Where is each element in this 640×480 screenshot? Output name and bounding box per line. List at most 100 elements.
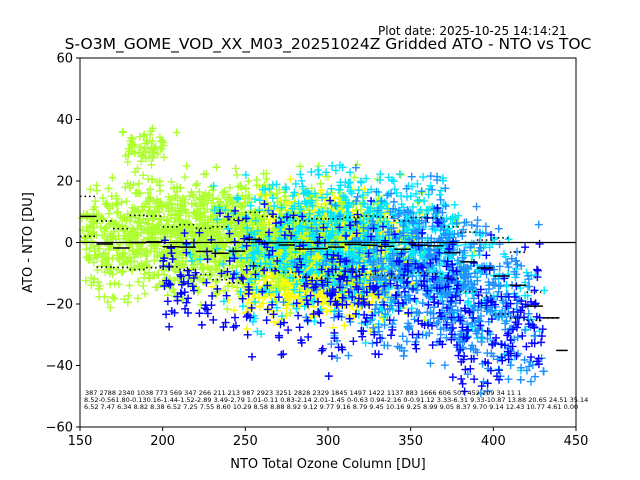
scatter-point <box>203 229 212 238</box>
scatter-point <box>131 189 140 198</box>
scatter-point <box>323 172 332 181</box>
scatter-point <box>103 298 112 307</box>
scatter-point <box>316 179 325 188</box>
scatter-point <box>317 203 326 212</box>
scatter-point <box>294 311 303 320</box>
scatter-point <box>122 197 131 206</box>
scatter-point <box>143 189 152 198</box>
scatter-point <box>534 220 543 229</box>
scatter-point <box>265 220 274 229</box>
scatter-point <box>357 319 366 328</box>
scatter-point <box>252 181 261 190</box>
scatter-point <box>212 277 221 286</box>
scatter-point <box>216 198 225 207</box>
scatter-point <box>296 162 305 171</box>
scatter-point <box>191 199 200 208</box>
scatter-point <box>450 200 459 209</box>
scatter-point <box>267 283 276 292</box>
scatter-point <box>89 258 98 267</box>
scatter-point <box>328 188 337 197</box>
scatter-point <box>246 305 255 314</box>
scatter-point <box>223 304 232 313</box>
scatter-point <box>145 262 154 271</box>
scatter-point <box>470 247 479 256</box>
scatter-point <box>170 218 179 227</box>
scatter-point <box>412 344 421 353</box>
scatter-point <box>207 265 216 274</box>
scatter-point <box>270 224 279 233</box>
scatter-point <box>296 170 305 179</box>
scatter-point <box>481 222 490 231</box>
scatter-point <box>275 331 284 340</box>
scatter-point <box>110 279 119 288</box>
scatter-point <box>139 281 148 290</box>
scatter-point <box>232 261 241 270</box>
scatter-point <box>280 196 289 205</box>
scatter-point <box>387 331 396 340</box>
scatter-point <box>141 252 150 261</box>
scatter-point <box>407 172 416 181</box>
scatter-point <box>223 282 232 291</box>
scatter-point <box>236 262 245 271</box>
scatter-point <box>238 191 247 200</box>
scatter-point <box>420 197 429 206</box>
scatter-point <box>340 321 349 330</box>
scatter-point <box>155 177 164 186</box>
scatter-point <box>127 213 136 222</box>
scatter-point <box>304 332 313 341</box>
scatter-point <box>319 294 328 303</box>
scatter-point <box>279 284 288 293</box>
scatter-point <box>269 317 278 326</box>
scatter-point <box>139 215 148 224</box>
scatter-point <box>129 208 138 217</box>
scatter-point <box>330 313 339 322</box>
scatter-point <box>103 199 112 208</box>
scatter-point <box>187 200 196 209</box>
scatter-point <box>477 333 486 342</box>
scatter-point <box>145 194 154 203</box>
scatter-point <box>108 293 117 302</box>
scatter-point <box>277 350 286 359</box>
scatter-point <box>163 297 172 306</box>
scatter-point <box>149 214 158 223</box>
scatter-point <box>262 316 271 325</box>
scatter-point <box>128 266 137 275</box>
scatter-point <box>389 197 398 206</box>
scatter-point <box>247 303 256 312</box>
scatter-point <box>127 224 136 233</box>
scatter-point <box>512 282 521 291</box>
scatter-point <box>100 225 109 234</box>
scatter-point <box>230 227 239 236</box>
scatter-point <box>368 339 377 348</box>
scatter-point <box>284 326 293 335</box>
scatter-point <box>359 327 368 336</box>
scatter-point <box>257 192 266 201</box>
scatter-point <box>504 375 513 384</box>
scatter-point <box>272 189 281 198</box>
scatter-point <box>349 337 358 346</box>
scatter-point <box>104 184 113 193</box>
scatter-point <box>104 254 113 263</box>
scatter-point <box>95 282 104 291</box>
scatter-point <box>470 375 479 384</box>
scatter-point <box>283 293 292 302</box>
scatter-point <box>165 322 174 331</box>
scatter-point <box>225 183 234 192</box>
scatter-point <box>113 198 122 207</box>
scatter-point <box>535 239 544 248</box>
scatter-point <box>521 243 530 252</box>
scatter-point <box>224 296 233 305</box>
scatter-point <box>81 276 90 285</box>
scatter-point <box>93 186 102 195</box>
scatter-point <box>307 167 316 176</box>
scatter-point <box>147 175 156 184</box>
scatter-point <box>185 192 194 201</box>
scatter-point <box>193 179 202 188</box>
scatter-point <box>229 306 238 315</box>
scatter-point <box>318 344 327 353</box>
scatter-point <box>233 283 242 292</box>
scatter-point <box>395 170 404 179</box>
scatter-point <box>531 372 540 381</box>
scatter-point <box>133 294 142 303</box>
